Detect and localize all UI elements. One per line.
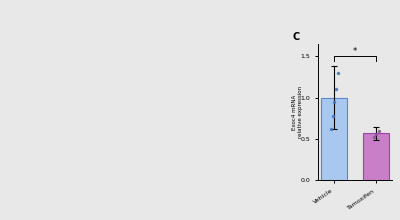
Y-axis label: Exoc4 mRNA
relative expression: Exoc4 mRNA relative expression [292,86,303,138]
Bar [364,133,389,180]
Text: C: C [292,32,299,42]
Text: *: * [353,47,357,56]
Bar [321,98,346,180]
